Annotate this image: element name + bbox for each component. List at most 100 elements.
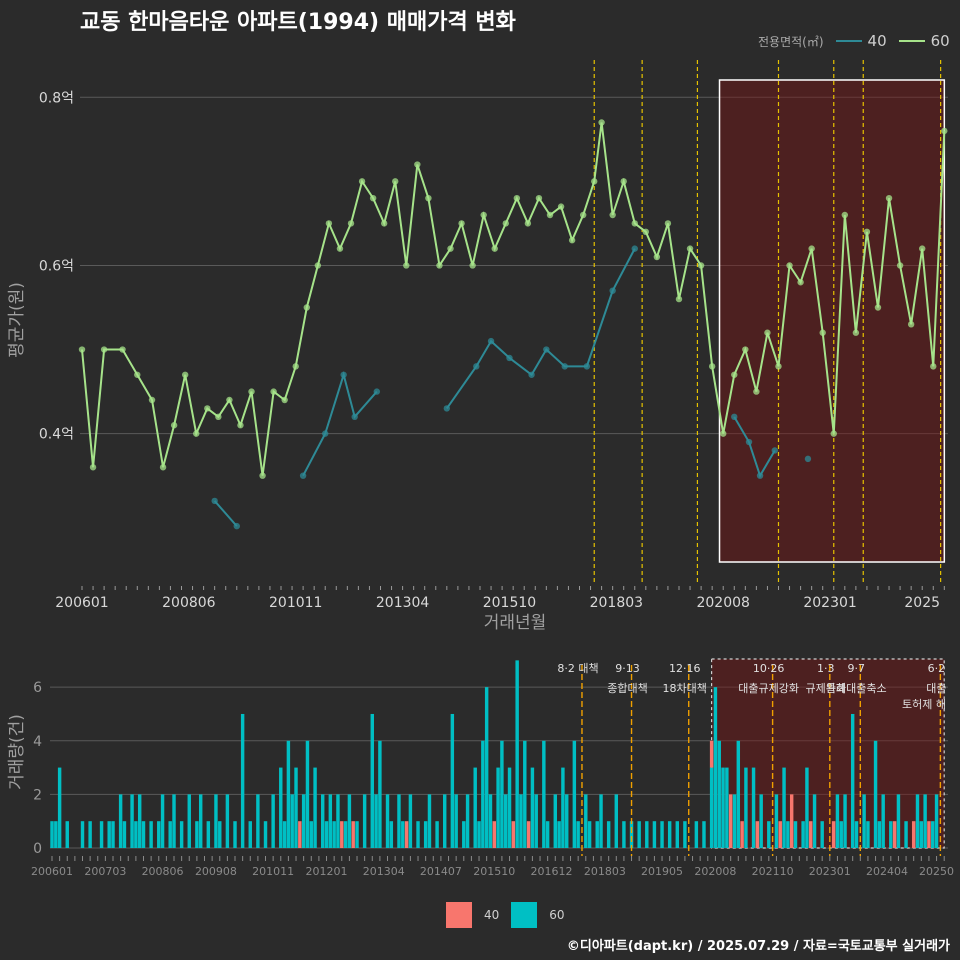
series-60-point <box>281 396 288 404</box>
bar-60 <box>179 821 184 848</box>
bar-60 <box>786 821 790 848</box>
bar-60 <box>835 794 840 848</box>
top-y-tick-label: 0.6억 <box>39 258 74 274</box>
bar-60 <box>484 687 489 848</box>
bar-60 <box>328 794 333 848</box>
event-sublabel: 대출 <box>926 682 946 695</box>
bottom-x-tick-label: 201510 <box>473 865 515 878</box>
bottom-x-tick-label: 202110 <box>752 865 794 878</box>
event-sublabel: 종합대책 <box>607 682 647 695</box>
bar-60 <box>919 821 924 848</box>
series-60-point <box>78 346 86 353</box>
bar-40 <box>492 821 496 848</box>
bar-60 <box>530 767 535 848</box>
event-sublabel: 규제완화 <box>806 682 846 695</box>
bar-60 <box>904 821 908 848</box>
series-60-point <box>491 245 498 252</box>
bar-60 <box>504 794 508 848</box>
bar-60 <box>881 794 885 848</box>
series-60-point <box>631 220 638 227</box>
bottom-y-tick-label: 4 <box>33 734 42 750</box>
series-60-point <box>314 262 322 269</box>
bar-60 <box>233 821 237 848</box>
event-label: 12·16 <box>669 662 701 675</box>
bar-60 <box>709 767 714 848</box>
series-60-point <box>535 194 543 202</box>
series-60-point <box>863 228 871 236</box>
event-sublabel: 특례대출축소 <box>826 682 887 695</box>
bar-60 <box>168 821 172 848</box>
series-60-point <box>248 388 255 395</box>
top-x-tick-label: 200806 <box>162 595 216 611</box>
bottom-highlight-box <box>711 658 945 849</box>
bar-60 <box>397 794 401 848</box>
series-40-point <box>211 497 218 505</box>
bar-60 <box>401 821 405 848</box>
series-60-point <box>270 388 277 395</box>
bar-60 <box>313 767 317 848</box>
bar-60 <box>465 794 470 848</box>
bar-40 <box>709 740 714 768</box>
bar-60 <box>606 821 611 848</box>
bottom-x-tick-label: 201612 <box>530 865 572 878</box>
bar-60 <box>675 821 680 848</box>
bar-60 <box>519 794 523 848</box>
bar-60 <box>702 821 706 848</box>
series-60-point <box>907 321 915 328</box>
event-label: 9·13 <box>615 662 640 675</box>
bar-40 <box>404 821 409 848</box>
series-60-point <box>591 178 598 185</box>
bottom-x-tick-label: 201803 <box>584 865 626 878</box>
series-60-point <box>89 464 97 471</box>
bar-60 <box>767 821 771 848</box>
bar-60 <box>843 794 847 848</box>
bar-60 <box>889 821 893 848</box>
bar-60 <box>65 821 69 848</box>
series-60-point <box>119 346 126 353</box>
bar-60 <box>389 821 394 848</box>
bar-60 <box>587 821 592 848</box>
bar-60 <box>99 821 104 848</box>
series-60-point <box>764 329 771 336</box>
series-60-point <box>414 161 421 168</box>
bar-60 <box>622 821 626 848</box>
top-x-tick-label: 201011 <box>269 595 322 611</box>
series-60-point <box>480 211 487 219</box>
bottom-x-tick-label: 200806 <box>142 865 184 878</box>
bar-40 <box>740 821 744 848</box>
bar-60 <box>305 740 310 848</box>
bar-60 <box>595 821 599 848</box>
series-60-point <box>797 279 804 286</box>
series-60-point <box>557 203 565 210</box>
top-highlight-box <box>718 79 946 563</box>
series-60-point <box>808 245 815 252</box>
top-y-tick-label: 0.4억 <box>39 427 74 443</box>
bar-40 <box>892 821 897 848</box>
legend-box-40 <box>446 902 472 928</box>
bar-60 <box>378 740 382 848</box>
series-40-point <box>609 287 616 294</box>
top-x-tick-label: 201510 <box>483 595 536 611</box>
series-40-point <box>745 438 753 446</box>
bar-60 <box>122 821 127 848</box>
series-40-point <box>583 363 591 370</box>
series-60-point <box>642 228 650 236</box>
bar-60 <box>301 794 306 848</box>
series-40-point <box>373 388 381 395</box>
bar-60 <box>263 821 268 848</box>
top-y-axis-title: 평균가(원) <box>7 282 27 358</box>
bottom-x-tick-label: 200908 <box>195 865 237 878</box>
bar-60 <box>782 767 786 848</box>
series-60-point <box>513 194 521 202</box>
legend-box-label-40: 40 <box>484 908 500 922</box>
bottom-y-tick-label: 2 <box>33 787 42 803</box>
bar-60 <box>923 794 927 848</box>
bar-60 <box>355 821 359 848</box>
bar-60 <box>599 794 603 848</box>
series-60-point <box>159 464 167 471</box>
series-60-point <box>653 253 661 261</box>
bar-60 <box>774 794 779 848</box>
bar-40 <box>927 821 931 848</box>
bar-60 <box>107 821 111 848</box>
